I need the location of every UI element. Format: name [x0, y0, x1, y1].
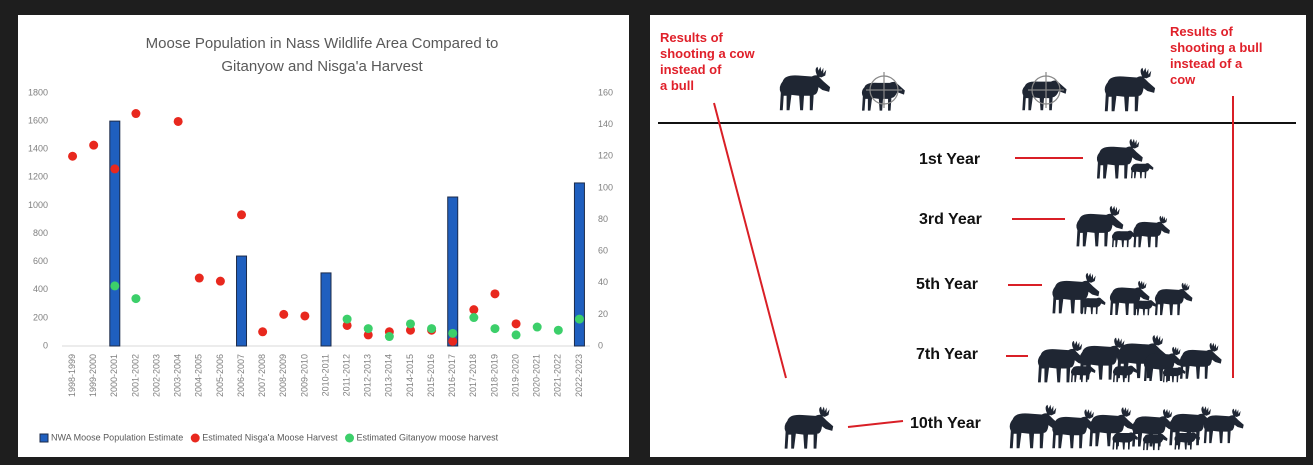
bar — [237, 256, 247, 346]
chart-title: Moose Population in Nass Wildlife Area C… — [146, 35, 499, 52]
point — [512, 319, 521, 328]
bar — [448, 197, 458, 346]
point — [385, 332, 394, 341]
x-tick-label: 2005-2006 — [215, 354, 225, 397]
y-tick-label: 600 — [33, 256, 48, 266]
x-tick-label: 2011-2012 — [341, 354, 351, 396]
year-label: 1st Year — [919, 151, 980, 168]
x-tick-label: 2002-2003 — [151, 354, 161, 397]
year-label: 3rd Year — [919, 211, 982, 228]
bar — [110, 121, 120, 346]
legend-label: Estimated Gitanyow moose harvest — [357, 432, 499, 442]
canvas: Moose Population in Nass Wildlife Area C… — [0, 0, 1313, 465]
year-label: 5th Year — [916, 276, 978, 293]
point — [406, 319, 415, 328]
point — [174, 117, 183, 126]
x-tick-label: 2018-2019 — [489, 354, 499, 397]
point — [364, 324, 373, 333]
point — [89, 141, 98, 150]
x-tick-label: 2009-2010 — [299, 354, 309, 397]
x-tick-label: 2021-2022 — [553, 354, 563, 397]
y-tick-label: 200 — [33, 312, 48, 322]
point — [427, 324, 436, 333]
point — [68, 152, 77, 161]
point — [575, 315, 584, 324]
point — [343, 315, 352, 324]
point — [469, 305, 478, 314]
x-tick-label: 2019-2020 — [510, 354, 520, 397]
point — [300, 311, 309, 320]
x-tick-label: 1998-1999 — [67, 354, 77, 397]
point — [216, 277, 225, 286]
y-tick-label: 400 — [33, 284, 48, 294]
point — [131, 109, 140, 118]
legend-swatch — [40, 434, 48, 442]
year-label: 7th Year — [916, 346, 978, 363]
point — [490, 324, 499, 333]
page: {"chart_data": {"type": "bar", "title_li… — [0, 0, 1313, 465]
y2-tick-label: 60 — [598, 246, 608, 256]
x-tick-label: 2020-2021 — [532, 354, 542, 397]
y2-tick-label: 0 — [598, 340, 603, 350]
chart-title: Gitanyow and Nisga'a Harvest — [221, 58, 423, 75]
point — [533, 323, 542, 332]
x-tick-label: 2016-2017 — [447, 354, 457, 397]
y2-tick-label: 80 — [598, 214, 608, 224]
y-tick-label: 1000 — [28, 200, 48, 210]
point — [110, 281, 119, 290]
y-tick-label: 1600 — [28, 115, 48, 125]
y2-tick-label: 40 — [598, 277, 608, 287]
x-tick-label: 2001-2002 — [130, 354, 140, 397]
x-tick-label: 2010-2011 — [320, 354, 330, 396]
legend-label: NWA Moose Population Estimate — [51, 432, 183, 442]
y-tick-label: 1800 — [28, 87, 48, 97]
point — [258, 327, 267, 336]
point — [512, 330, 521, 339]
point — [490, 289, 499, 298]
y2-tick-label: 100 — [598, 182, 613, 192]
point — [237, 210, 246, 219]
legend-label: Estimated Nisga'a Moose Harvest — [202, 432, 338, 442]
x-tick-label: 2007-2008 — [257, 354, 267, 397]
x-tick-label: 2003-2004 — [173, 354, 183, 397]
y2-tick-label: 160 — [598, 87, 613, 97]
x-tick-label: 2006-2007 — [236, 354, 246, 397]
y-tick-label: 800 — [33, 228, 48, 238]
point — [131, 294, 140, 303]
y2-tick-label: 20 — [598, 309, 608, 319]
point — [448, 329, 457, 338]
legend-swatch — [345, 434, 354, 443]
point — [110, 164, 119, 173]
y-tick-label: 1400 — [28, 144, 48, 154]
y-tick-label: 1200 — [28, 172, 48, 182]
point — [469, 313, 478, 322]
x-tick-label: 2013-2014 — [384, 354, 394, 397]
x-tick-label: 2000-2001 — [109, 354, 119, 397]
y-tick-label: 0 — [43, 340, 48, 350]
y2-tick-label: 140 — [598, 119, 613, 129]
x-tick-label: 2015-2016 — [426, 354, 436, 397]
legend-swatch — [191, 434, 200, 443]
x-tick-label: 2008-2009 — [278, 354, 288, 397]
point — [448, 337, 457, 346]
y2-tick-label: 120 — [598, 151, 613, 161]
bar — [321, 273, 331, 346]
x-tick-label: 1999-2000 — [88, 354, 98, 397]
x-tick-label: 2012-2013 — [363, 354, 373, 397]
x-tick-label: 2014-2015 — [405, 354, 415, 397]
x-tick-label: 2022-2023 — [574, 354, 584, 397]
point — [195, 274, 204, 283]
year-label: 10th Year — [910, 415, 981, 432]
x-tick-label: 2017-2018 — [468, 354, 478, 397]
point — [279, 310, 288, 319]
x-tick-label: 2004-2005 — [194, 354, 204, 397]
point — [554, 326, 563, 335]
